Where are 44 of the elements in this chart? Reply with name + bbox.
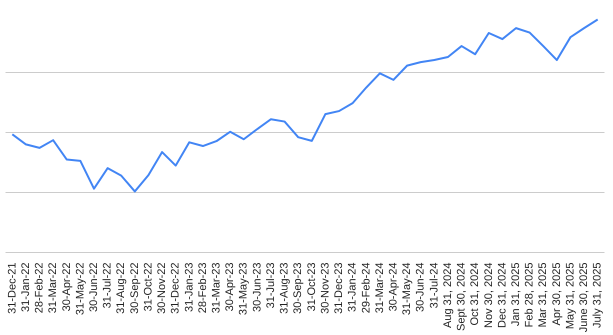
x-tick-label: June 30, 2025 — [578, 262, 590, 332]
x-tick-label: Sept 30, 2024 — [456, 262, 468, 332]
x-tick-label: 31-Oct-23 — [306, 262, 318, 312]
x-tick-label: 30-Apr-23 — [224, 262, 236, 312]
x-tick-label: July 31, 2025 — [592, 262, 604, 328]
x-tick-label: 31-Mar-23 — [210, 262, 223, 314]
x-tick-label: 31-Oct-22 — [142, 262, 154, 312]
x-tick-label: 31-Jan-22 — [20, 262, 32, 312]
x-tick-label: 30-Jun-23 — [251, 262, 264, 312]
x-tick-label: Nov 30, 2024 — [482, 262, 495, 328]
x-tick-label: 31-Dec-21 — [6, 262, 18, 314]
x-tick-label: 30-Apr-24 — [387, 262, 400, 312]
x-tick-label: 31-Jul-24 — [428, 262, 440, 308]
x-tick-label: 31-Jan-24 — [346, 262, 359, 312]
x-tick-label: 30-Sep-22 — [128, 262, 141, 314]
x-tick-label: 31-Dec-23 — [333, 262, 346, 314]
x-tick-label: 31-May-22 — [74, 262, 86, 316]
x-tick-label: May 31, 2025 — [564, 262, 576, 330]
x-tick-label: 30-Apr-22 — [60, 262, 73, 312]
x-tick-label: Oct 31, 2024 — [469, 262, 482, 326]
x-tick-label: 31-Jul-23 — [264, 262, 277, 308]
x-tick-label: 31-Jan-23 — [183, 262, 196, 312]
x-tick-label: 30-Nov-23 — [319, 262, 332, 314]
x-tick-label: 31-Mar-24 — [374, 262, 386, 314]
x-tick-label: 30-Jun-24 — [414, 262, 427, 312]
x-tick-label: 31-May-24 — [401, 262, 414, 316]
x-tick-label: Jan 31, 2025 — [510, 262, 522, 326]
x-tick-label: 30-Sep-23 — [292, 262, 304, 314]
x-tick-label: 31-May-23 — [238, 262, 250, 316]
x-tick-label: Dec 31, 2024 — [496, 262, 508, 328]
x-tick-label: 31-Aug-23 — [278, 262, 291, 314]
x-tick-label: 29-Feb-24 — [360, 262, 372, 314]
x-tick-label: 31-Mar-22 — [47, 262, 60, 314]
x-tick-label: 31-Dec-22 — [170, 262, 182, 314]
x-tick-label: 30-Jun-22 — [88, 262, 100, 312]
x-tick-label: 31-Aug-22 — [115, 262, 128, 314]
x-tick-label: 28-Feb-22 — [34, 262, 46, 314]
x-tick-label: 31-Jul-22 — [102, 262, 114, 308]
x-tick-label: Mar 31, 2025 — [537, 262, 550, 328]
x-tick-label: Apr 30, 2025 — [550, 262, 563, 326]
x-tick-label: Aug 31, 2024 — [442, 262, 454, 328]
x-tick-label: Feb 28, 2025 — [524, 262, 536, 328]
x-tick-label: 28-Feb-23 — [196, 262, 209, 314]
x-tick-label: 30-Nov-22 — [156, 262, 168, 314]
